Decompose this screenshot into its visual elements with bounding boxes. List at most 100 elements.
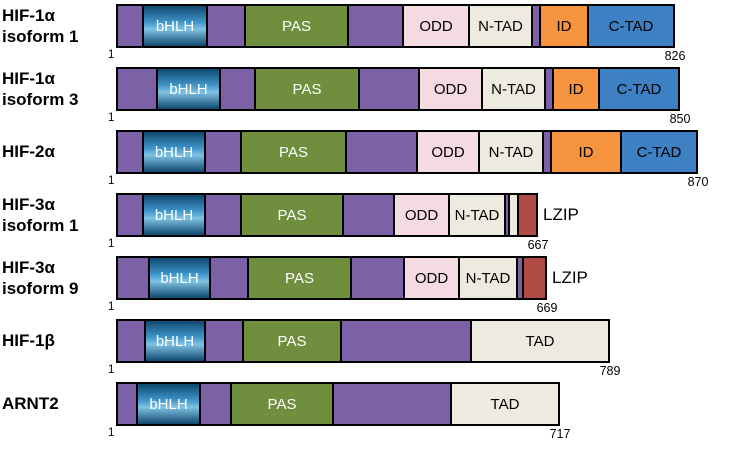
domain-lzip	[517, 193, 538, 237]
backbone-segment	[204, 319, 244, 363]
domain-bhlh: bHLH	[142, 130, 206, 174]
backbone-segment	[340, 319, 472, 363]
domain-label: ODD	[404, 206, 439, 224]
protein-label: HIF-1β	[0, 330, 116, 351]
backbone-segment	[206, 4, 246, 48]
start-residue-number: 1	[108, 427, 115, 439]
protein-isoform: isoform 9	[2, 279, 79, 298]
domain-odd: ODD	[416, 130, 480, 174]
protein-row-hif1a-isoform3: HIF-1α isoform 3 bHLH PAS ODD N-TAD ID C-TAD …	[0, 67, 750, 126]
domain-bhlh: bHLH	[144, 319, 206, 363]
domain-odd: ODD	[403, 256, 460, 300]
protein-label: HIF-1α isoform 1	[0, 5, 116, 48]
domain-label: ODD	[431, 143, 465, 161]
domain-label: bHLH	[149, 395, 188, 413]
end-residue-number: 717	[549, 427, 571, 441]
domain-odd: ODD	[402, 4, 470, 48]
domain-label: bHLH	[155, 332, 195, 350]
protein-label: ARNT2	[0, 393, 116, 414]
start-residue-number: 1	[108, 175, 115, 187]
domain-label: N-TAD	[465, 269, 511, 287]
domain-label: bHLH	[169, 80, 208, 98]
backbone-segment	[350, 256, 405, 300]
domain-label: ODD	[414, 269, 449, 287]
domain-label: bHLH	[160, 269, 199, 287]
domain-label: PAS	[292, 80, 322, 98]
domain-label: N-TAD	[478, 17, 523, 35]
protein-name: HIF-1β	[2, 331, 55, 351]
backbone-segment	[199, 382, 232, 426]
domain-odd: ODD	[393, 193, 450, 237]
backbone-segment	[219, 67, 256, 111]
protein-name: HIF-2α	[2, 142, 55, 162]
domain-bar: bHLH PAS TAD	[116, 382, 560, 426]
domain-id: ID	[552, 67, 600, 111]
backbone-segment	[209, 256, 249, 300]
lzip-outside-label: LZIP	[543, 205, 579, 224]
protein-label: HIF-1α isoform 3	[0, 68, 116, 111]
protein-row-arnt2: ARNT2 bHLH PAS TAD 1 717	[0, 382, 750, 441]
domain-bar: bHLH PAS ODD N-TAD ID C-TAD	[116, 67, 680, 111]
domain-label: PAS	[277, 206, 307, 224]
domain-label: ID	[556, 17, 572, 35]
domain-pas: PAS	[242, 319, 342, 363]
domain-n-tad: N-TAD	[458, 256, 518, 300]
domain-id: ID	[550, 130, 622, 174]
backbone-segment	[116, 382, 138, 426]
end-residue-number: 850	[669, 112, 691, 126]
domain-label: ID	[568, 80, 584, 98]
domain-label: PAS	[282, 17, 311, 35]
domain-label: PAS	[277, 332, 307, 350]
backbone-segment	[116, 130, 144, 174]
protein-name: HIF-3α	[2, 257, 55, 277]
domain-tad: TAD	[470, 319, 610, 363]
backbone-segment	[116, 193, 144, 237]
start-residue-number: 1	[108, 301, 115, 313]
domain-c-tad: C-TAD	[598, 67, 680, 111]
backbone-segment	[204, 130, 242, 174]
domain-n-tad: N-TAD	[481, 67, 546, 111]
backbone-segment	[347, 4, 404, 48]
backbone-segment	[116, 67, 158, 111]
end-residue-number: 667	[527, 238, 549, 252]
backbone-segment	[345, 130, 418, 174]
backbone-segment	[358, 67, 420, 111]
domain-pas: PAS	[240, 130, 347, 174]
domain-tad: TAD	[450, 382, 560, 426]
domain-label: bHLH	[155, 17, 195, 35]
domain-label: N-TAD	[491, 80, 536, 98]
protein-row-hif1a-isoform1: HIF-1α isoform 1 bHLH PAS ODD N-TAD ID C-TAD …	[0, 4, 750, 63]
domain-bhlh: bHLH	[136, 382, 201, 426]
protein-name: ARNT2	[2, 394, 59, 414]
domain-bar: bHLH PAS ODD N-TAD	[116, 193, 538, 237]
domain-bhlh: bHLH	[156, 67, 221, 111]
domain-label: C-TAD	[616, 80, 662, 98]
lzip-outside-label: LZIP	[552, 268, 588, 287]
domain-bar: bHLH PAS ODD N-TAD ID C-TAD	[116, 130, 698, 174]
domain-bhlh: bHLH	[142, 193, 206, 237]
domain-label: ODD	[419, 17, 453, 35]
protein-label: HIF-2α	[0, 141, 116, 162]
end-residue-number: 669	[536, 301, 558, 315]
protein-name: HIF-3α	[2, 194, 55, 214]
protein-domain-diagram: HIF-1α isoform 1 bHLH PAS ODD N-TAD ID C-TAD …	[0, 4, 750, 441]
protein-isoform: isoform 3	[2, 90, 79, 109]
start-residue-number: 1	[108, 364, 115, 376]
protein-row-hif1b: HIF-1β bHLH PAS TAD 1 789	[0, 319, 750, 378]
protein-name: HIF-1α	[2, 5, 55, 25]
domain-n-tad: N-TAD	[478, 130, 544, 174]
domain-label: PAS	[279, 143, 308, 161]
backbone-segment	[342, 193, 395, 237]
protein-label: HIF-3α isoform 9	[0, 257, 116, 300]
backbone-segment	[332, 382, 452, 426]
domain-pas: PAS	[254, 67, 360, 111]
bar-wrap: bHLH PAS ODD N-TAD ID C-TAD 1 870	[108, 130, 708, 189]
end-residue-number: 870	[687, 175, 709, 189]
domain-c-tad: C-TAD	[587, 4, 675, 48]
end-residue-number: 826	[664, 49, 686, 63]
domain-label: ID	[578, 143, 594, 161]
domain-bar: bHLH PAS TAD	[116, 319, 610, 363]
domain-n-tad: N-TAD	[468, 4, 533, 48]
domain-label: PAS	[267, 395, 297, 413]
protein-row-hif3a-isoform9: HIF-3α isoform 9 bHLH PAS ODD N-TAD 1 669 L…	[0, 256, 750, 315]
